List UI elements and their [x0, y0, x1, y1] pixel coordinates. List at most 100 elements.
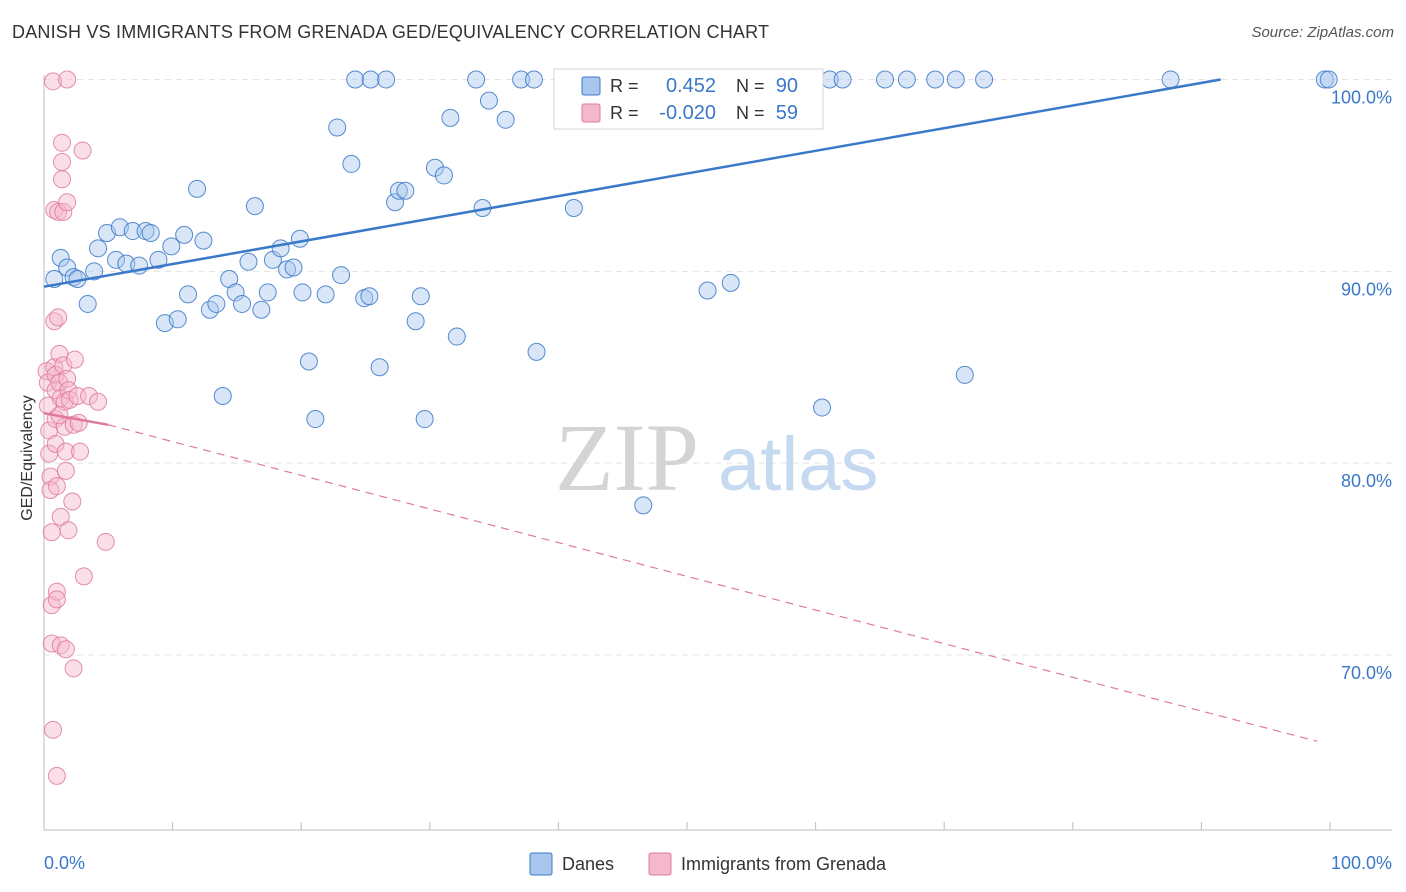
danes-point-26 — [213, 387, 232, 406]
grenada-point-40 — [58, 70, 77, 89]
danes-point-43 — [328, 118, 347, 137]
danes-point-83 — [946, 70, 965, 89]
danes-point-88 — [1319, 70, 1338, 89]
stats-swatch-danes — [581, 76, 601, 96]
danes-point-6 — [85, 262, 104, 281]
danes-point-53 — [389, 181, 408, 200]
grenada-point-52 — [71, 442, 90, 461]
trend-line-danes — [43, 78, 1221, 288]
danes-point-30 — [239, 252, 258, 271]
source-credit: Source: ZipAtlas.com — [1251, 24, 1394, 41]
danes-point-18 — [162, 237, 181, 256]
danes-point-50 — [370, 358, 389, 377]
danes-point-33 — [258, 283, 277, 302]
grenada-point-8 — [42, 596, 61, 615]
grenada-point-30 — [53, 133, 72, 152]
grenada-point-51 — [69, 413, 88, 432]
danes-point-73 — [698, 281, 717, 300]
danes-point-31 — [245, 197, 264, 216]
danes-point-82 — [926, 70, 945, 89]
danes-point-86 — [1161, 70, 1180, 89]
danes-point-58 — [425, 158, 444, 177]
grenada-point-19 — [47, 477, 66, 496]
danes-point-75 — [721, 273, 740, 292]
stats-n-label-danes: N = — [736, 76, 765, 96]
danes-point-25 — [207, 294, 226, 313]
danes-point-77 — [813, 398, 832, 417]
danes-point-19 — [168, 310, 187, 329]
grenada-point-38 — [56, 461, 75, 480]
bottom-legend: Danes Immigrants from Grenada — [529, 852, 887, 876]
danes-point-80 — [876, 70, 895, 89]
legend-label-danes: Danes — [562, 854, 614, 874]
danes-point-36 — [278, 260, 297, 279]
grenada-point-56 — [89, 392, 108, 411]
danes-point-29 — [233, 294, 252, 313]
grenada-point-22 — [47, 766, 66, 785]
danes-point-7 — [89, 239, 108, 258]
trend-line-grenada-extended — [108, 424, 1318, 742]
grenada-point-32 — [53, 170, 72, 189]
grenada-point-34 — [54, 356, 73, 375]
x-tick-label-min: 0.0% — [44, 853, 85, 873]
danes-point-44 — [332, 266, 351, 285]
grenada-point-41 — [58, 193, 77, 212]
danes-point-40 — [299, 352, 318, 371]
trend-lines — [43, 78, 1318, 742]
danes-point-56 — [411, 287, 430, 306]
watermark: ZIP atlas — [555, 404, 879, 511]
stats-r-value-grenada: -0.020 — [659, 102, 716, 124]
grenada-point-42 — [58, 369, 77, 388]
legend-label-grenada: Immigrants from Grenada — [681, 854, 887, 874]
series-danes-points — [45, 70, 1338, 515]
grenada-point-48 — [64, 659, 83, 678]
series-grenada-points — [37, 70, 115, 785]
chart-title: DANISH VS IMMIGRANTS FROM GRENADA GED/EQ… — [12, 22, 770, 42]
danes-point-32 — [252, 300, 271, 319]
grenada-point-20 — [47, 582, 66, 601]
danes-point-41 — [306, 410, 325, 429]
watermark-atlas: atlas — [718, 422, 879, 507]
danes-point-35 — [271, 239, 290, 258]
danes-point-1 — [51, 248, 70, 267]
danes-point-51 — [377, 70, 396, 89]
grenada-point-18 — [46, 434, 65, 453]
danes-point-5 — [78, 294, 97, 313]
y-tick-label-90: 90.0% — [1341, 279, 1392, 299]
danes-point-54 — [396, 181, 415, 200]
grenada-point-11 — [44, 72, 63, 91]
grenada-point-25 — [50, 344, 69, 363]
danes-point-55 — [406, 312, 425, 331]
danes-point-69 — [564, 199, 583, 218]
y-axis-label: GED/Equivalency — [19, 395, 36, 520]
danes-point-20 — [175, 225, 194, 244]
grenada-point-44 — [59, 521, 78, 540]
danes-point-61 — [447, 327, 466, 346]
danes-point-12 — [123, 222, 142, 241]
grenada-point-43 — [59, 381, 78, 400]
axes — [43, 75, 1392, 831]
danes-point-16 — [149, 250, 168, 269]
danes-point-39 — [293, 283, 312, 302]
danes-point-59 — [434, 166, 453, 185]
danes-point-79 — [833, 70, 852, 89]
grenada-point-21 — [47, 590, 66, 609]
x-axis-ticks — [43, 822, 1331, 830]
trend-line-grenada — [43, 412, 109, 427]
legend-swatch-grenada — [648, 852, 672, 876]
danes-point-15 — [141, 223, 160, 242]
danes-point-81 — [897, 70, 916, 89]
danes-point-21 — [179, 285, 198, 304]
grenada-point-46 — [63, 492, 82, 511]
y-tick-label-80: 80.0% — [1341, 471, 1392, 491]
grenada-point-28 — [51, 507, 70, 526]
danes-point-28 — [226, 283, 245, 302]
danes-point-87 — [1315, 70, 1334, 89]
grenada-point-55 — [80, 387, 99, 406]
danes-point-62 — [467, 70, 486, 89]
grenada-point-5 — [41, 467, 60, 486]
y-tick-label-100: 100.0% — [1331, 88, 1392, 108]
danes-point-85 — [975, 70, 994, 89]
y-axis-tick-labels: 100.0% 90.0% 80.0% 70.0% — [1331, 88, 1392, 684]
legend-swatch-danes — [529, 852, 553, 876]
